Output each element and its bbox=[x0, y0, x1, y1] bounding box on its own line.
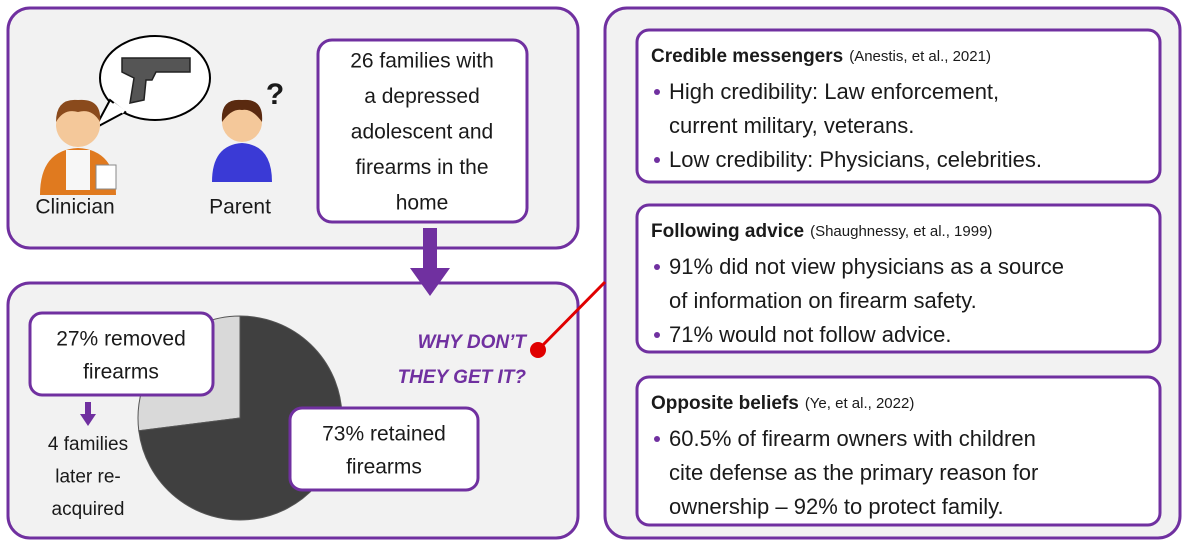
citation-text: (Anestis, et al., 2021) bbox=[849, 48, 991, 65]
connector-dot bbox=[530, 342, 546, 358]
bullet-text: cite defense as the primary reason for bbox=[669, 460, 1038, 485]
slide: ? Clinician Parent 26 families with a dep… bbox=[0, 0, 1187, 543]
heading-text: Credible messengers bbox=[651, 46, 843, 67]
families-text: 26 families with bbox=[350, 50, 494, 73]
slice-label: firearms bbox=[83, 361, 159, 384]
parent-label: Parent bbox=[209, 196, 271, 219]
question-mark: ? bbox=[266, 78, 284, 111]
bullet-text: 71% would not follow advice. bbox=[669, 322, 952, 347]
bullet-text: 91% did not view physicians as a source bbox=[669, 254, 1064, 279]
question-text: WHY DON’T bbox=[418, 332, 528, 353]
bullet-text: ownership – 92% to protect family. bbox=[669, 494, 1004, 519]
reacquired-text: 4 families bbox=[48, 434, 128, 455]
bullet-dot bbox=[654, 436, 660, 442]
bullet-dot bbox=[654, 157, 660, 163]
bullet-text: High credibility: Law enforcement, bbox=[669, 79, 999, 104]
question-text: THEY GET IT? bbox=[398, 367, 527, 388]
reacquired-text: later re- bbox=[55, 467, 120, 488]
citation-text: (Shaughnessy, et al., 1999) bbox=[810, 223, 992, 240]
bullet-text: of information on firearm safety. bbox=[669, 288, 977, 313]
families-text: firearms in the bbox=[355, 156, 488, 179]
families-text: a depressed bbox=[364, 85, 480, 108]
clinician-label: Clinician bbox=[35, 196, 114, 219]
reacquired-text: acquired bbox=[52, 499, 125, 520]
bullet-dot bbox=[654, 264, 660, 270]
heading-text: Following advice bbox=[651, 221, 804, 242]
families-text: home bbox=[396, 192, 449, 215]
bullet-text: 60.5% of firearm owners with children bbox=[669, 426, 1036, 451]
slice-label: 27% removed bbox=[56, 328, 186, 351]
slice-label: 73% retained bbox=[322, 423, 446, 446]
heading-text: Opposite beliefs bbox=[651, 393, 799, 414]
evidence-heading: Following advice (Shaughnessy, et al., 19… bbox=[651, 221, 992, 242]
bullet-dot bbox=[654, 332, 660, 338]
bullet-text: Low credibility: Physicians, celebrities… bbox=[669, 147, 1042, 172]
evidence-heading: Credible messengers (Anestis, et al., 202… bbox=[651, 46, 991, 67]
bullet-text: current military, veterans. bbox=[669, 113, 914, 138]
citation-text: (Ye, et al., 2022) bbox=[805, 395, 915, 412]
slice-label: firearms bbox=[346, 456, 422, 479]
evidence-heading: Opposite beliefs (Ye, et al., 2022) bbox=[651, 393, 914, 414]
families-text: adolescent and bbox=[351, 121, 493, 144]
bullet-dot bbox=[654, 89, 660, 95]
